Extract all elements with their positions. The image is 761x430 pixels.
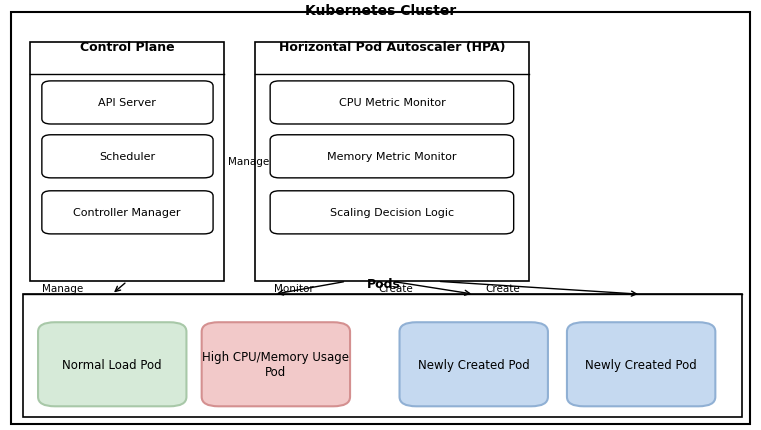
Text: Manage: Manage — [228, 156, 269, 166]
Text: Scaling Decision Logic: Scaling Decision Logic — [330, 208, 454, 218]
FancyBboxPatch shape — [42, 135, 213, 178]
Text: Horizontal Pod Autoscaler (HPA): Horizontal Pod Autoscaler (HPA) — [279, 41, 505, 54]
Text: Create: Create — [486, 283, 521, 293]
FancyBboxPatch shape — [42, 191, 213, 234]
FancyBboxPatch shape — [270, 191, 514, 234]
FancyBboxPatch shape — [270, 135, 514, 178]
Text: Create: Create — [378, 283, 413, 293]
Text: Scheduler: Scheduler — [99, 152, 155, 162]
FancyBboxPatch shape — [270, 82, 514, 125]
FancyBboxPatch shape — [38, 322, 186, 406]
Text: Kubernetes Cluster: Kubernetes Cluster — [305, 4, 456, 18]
Text: High CPU/Memory Usage
Pod: High CPU/Memory Usage Pod — [202, 350, 349, 378]
Text: Manage: Manage — [42, 283, 83, 293]
Text: CPU Metric Monitor: CPU Metric Monitor — [339, 98, 445, 108]
Bar — [23, 295, 742, 417]
Bar — [255, 43, 529, 282]
Text: Control Plane: Control Plane — [80, 41, 175, 54]
Bar — [30, 43, 224, 282]
FancyBboxPatch shape — [202, 322, 350, 406]
Text: API Server: API Server — [98, 98, 156, 108]
FancyBboxPatch shape — [42, 82, 213, 125]
FancyBboxPatch shape — [400, 322, 548, 406]
Text: Newly Created Pod: Newly Created Pod — [418, 358, 530, 371]
Text: Pods: Pods — [368, 277, 401, 290]
Text: Newly Created Pod: Newly Created Pod — [585, 358, 697, 371]
FancyBboxPatch shape — [567, 322, 715, 406]
Text: Monitor: Monitor — [274, 283, 314, 293]
Text: Controller Manager: Controller Manager — [73, 208, 181, 218]
Text: Normal Load Pod: Normal Load Pod — [62, 358, 162, 371]
Text: Memory Metric Monitor: Memory Metric Monitor — [327, 152, 457, 162]
